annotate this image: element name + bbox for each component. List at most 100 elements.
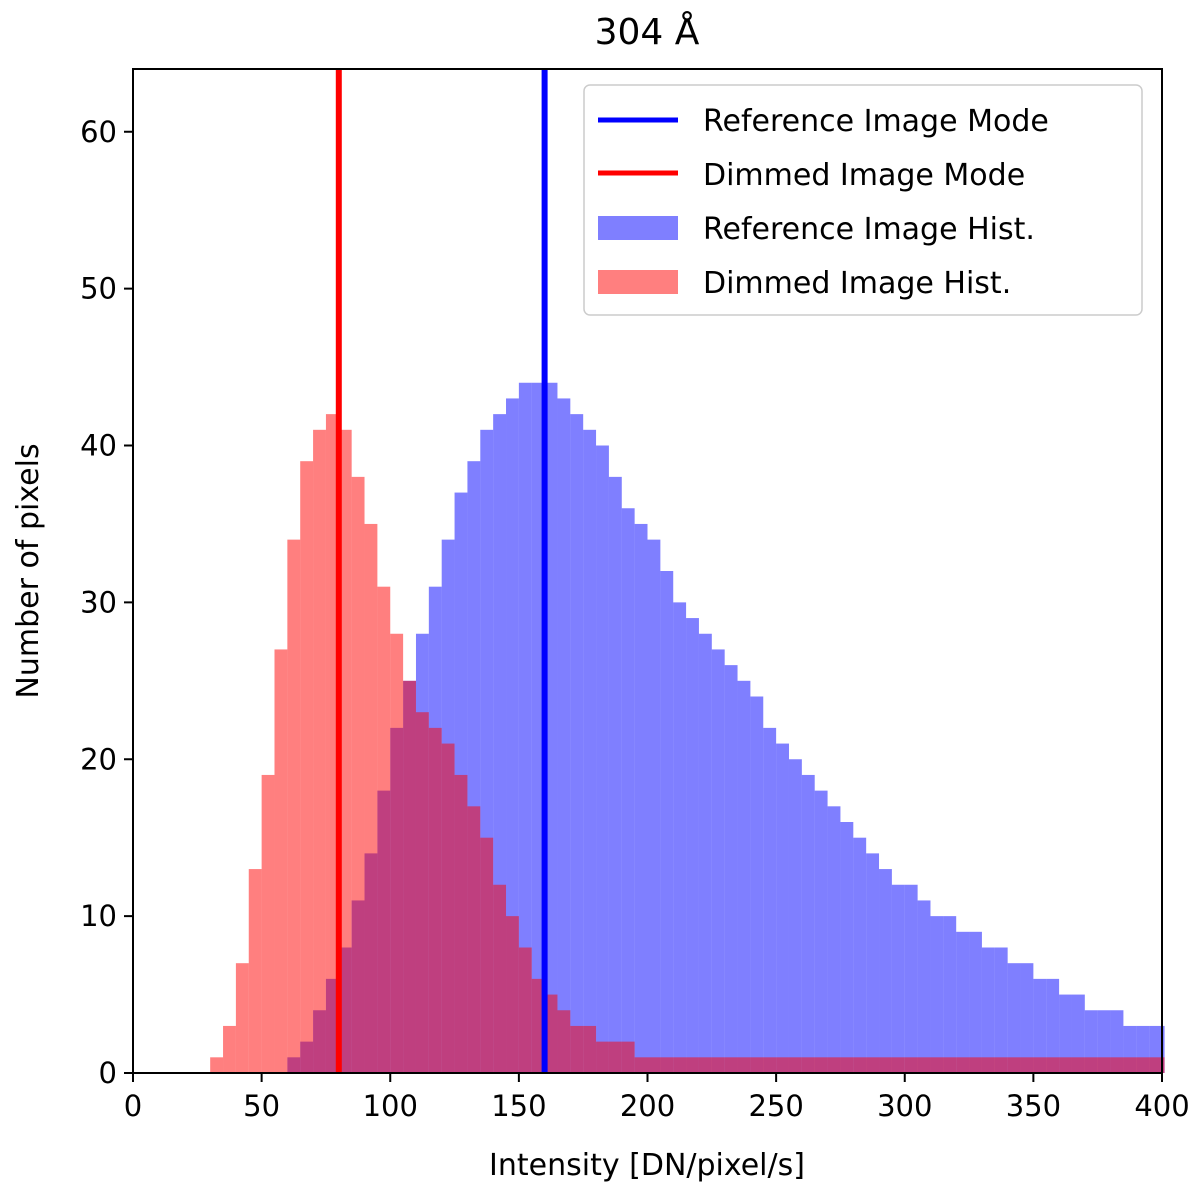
histogram-bar [364, 523, 378, 1073]
histogram-bar [853, 837, 867, 1073]
x-tick-label: 200 [620, 1089, 675, 1123]
histogram-bar [660, 571, 674, 1073]
histogram-bar [596, 1041, 609, 1073]
histogram-bar [698, 1057, 725, 1073]
histogram-bar [544, 994, 558, 1073]
histogram-bar [737, 680, 751, 1073]
histogram-bar [557, 1010, 571, 1073]
histogram-bar [814, 790, 828, 1073]
histogram-bar [518, 947, 532, 1073]
histogram-bar [570, 1025, 584, 1073]
histogram-bar [544, 382, 558, 1073]
histogram-bar [801, 774, 815, 1073]
histogram-bar [351, 476, 365, 1073]
x-axis: 0 50 100 150 200 250 300 350 400 [124, 1073, 1190, 1123]
histogram-bar [956, 1057, 1008, 1073]
histogram-bar [506, 398, 519, 1073]
histogram-bars-layer [210, 382, 1165, 1073]
histogram-bar [827, 806, 841, 1073]
histogram-bar [583, 429, 597, 1073]
histogram-bar [1071, 994, 1085, 1073]
histogram-bar [338, 429, 352, 1073]
histogram-bar [673, 602, 687, 1073]
y-tick-label: 10 [80, 899, 117, 933]
legend-label-reference-mode: Reference Image Mode [703, 104, 1049, 139]
histogram-bar [287, 539, 301, 1073]
histogram-bar [1020, 963, 1034, 1073]
x-tick-label: 400 [1134, 1089, 1189, 1123]
histogram-bar [1033, 978, 1047, 1073]
histogram-bar [840, 822, 854, 1073]
y-axis-label: Number of pixels [11, 443, 46, 698]
histogram-bar [1007, 963, 1021, 1073]
x-axis-label: Intensity [DN/pixel/s] [489, 1148, 805, 1183]
histogram-bar [467, 806, 481, 1073]
histogram-bar [686, 618, 699, 1073]
histogram-bar [776, 743, 789, 1073]
histogram-bar [596, 445, 609, 1073]
histogram-bar [801, 1057, 828, 1073]
histogram-bar [698, 633, 712, 1073]
y-axis: 0 10 20 30 40 50 60 [80, 115, 133, 1090]
histogram-bar [763, 727, 777, 1073]
histogram-bar [879, 1057, 905, 1073]
histogram-bar [531, 978, 545, 1073]
y-tick-label: 50 [80, 272, 117, 306]
histogram-bar [583, 1025, 597, 1073]
dimmed-image-hist-series [210, 414, 1165, 1073]
histogram-bar [1046, 978, 1060, 1073]
histogram-bar [506, 916, 519, 1073]
histogram-bar [621, 1041, 635, 1073]
histogram-bar [248, 869, 262, 1073]
histogram-bar [441, 743, 455, 1073]
histogram-bar [1007, 1057, 1060, 1073]
histogram-bar [428, 727, 442, 1073]
histogram-bar [904, 1057, 957, 1073]
x-tick-label: 100 [363, 1089, 418, 1123]
histogram-bar [261, 774, 275, 1073]
x-tick-label: 350 [1006, 1089, 1061, 1123]
y-tick-label: 60 [80, 115, 117, 149]
x-tick-label: 300 [877, 1089, 932, 1123]
histogram-bar [647, 539, 661, 1073]
x-tick-label: 50 [243, 1089, 280, 1123]
legend-key-dimmed-hist-patch [598, 270, 678, 294]
histogram-bar [917, 900, 931, 1073]
histogram-bar [621, 508, 635, 1073]
histogram-bar [415, 712, 429, 1073]
x-tick-label: 0 [124, 1089, 142, 1123]
histogram-bar [673, 1057, 699, 1073]
histogram-bar [570, 414, 584, 1073]
histogram-bar [531, 382, 545, 1073]
histogram-bar [390, 633, 404, 1073]
histogram-bar [647, 1057, 674, 1073]
histogram-bar [956, 931, 970, 1073]
histogram-bar [1162, 1025, 1165, 1073]
histogram-bar [750, 1057, 777, 1073]
histogram-bar [866, 853, 880, 1073]
histogram-bar [994, 947, 1008, 1073]
histogram-bar [210, 1057, 224, 1073]
histogram-bar [634, 523, 648, 1073]
x-tick-label: 250 [748, 1089, 803, 1123]
y-tick-label: 30 [80, 585, 117, 619]
histogram-bar [969, 931, 982, 1073]
histogram-bar [904, 884, 918, 1073]
histogram-bar [1059, 994, 1072, 1073]
histogram-bar [634, 1057, 648, 1073]
histogram-bar [788, 759, 802, 1073]
histogram-bar [493, 884, 507, 1073]
y-tick-label: 0 [99, 1056, 117, 1090]
histogram-bar [274, 649, 288, 1073]
legend-key-reference-hist-patch [598, 216, 678, 240]
histogram-bar [557, 398, 571, 1073]
histogram-bar [1059, 1057, 1111, 1073]
histogram-bar [711, 649, 725, 1073]
legend-label-dimmed-hist: Dimmed Image Hist. [703, 266, 1011, 301]
histogram-bar [300, 461, 314, 1073]
histogram-bar [750, 696, 764, 1073]
histogram-bar [827, 1057, 854, 1073]
y-tick-label: 40 [80, 429, 117, 463]
